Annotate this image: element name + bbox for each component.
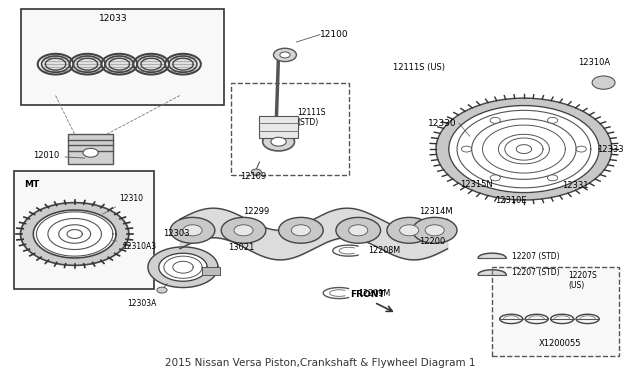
Polygon shape	[505, 138, 543, 160]
Circle shape	[271, 137, 286, 146]
Circle shape	[592, 76, 615, 89]
Text: 12207 (STD): 12207 (STD)	[513, 268, 560, 277]
Circle shape	[399, 225, 419, 236]
Bar	[106, 55, 132, 73]
Polygon shape	[499, 134, 549, 164]
Bar	[20, 9, 225, 105]
Bar	[43, 55, 68, 73]
Circle shape	[547, 117, 557, 123]
Bar	[138, 55, 164, 73]
Circle shape	[349, 225, 368, 236]
Circle shape	[576, 146, 586, 152]
Circle shape	[273, 48, 296, 62]
Circle shape	[170, 217, 215, 243]
Bar	[68, 134, 113, 164]
Text: 12310A3: 12310A3	[113, 240, 157, 251]
Text: FRONT: FRONT	[351, 290, 385, 299]
Text: 12333: 12333	[597, 145, 624, 154]
Text: 12111S (US): 12111S (US)	[394, 63, 445, 72]
Circle shape	[547, 175, 557, 181]
Polygon shape	[483, 125, 565, 173]
Text: 12310E: 12310E	[495, 196, 527, 205]
Text: 12310: 12310	[102, 194, 143, 214]
Polygon shape	[164, 256, 202, 278]
Polygon shape	[472, 119, 576, 179]
Bar	[170, 55, 196, 73]
Polygon shape	[33, 210, 116, 258]
Polygon shape	[436, 98, 612, 200]
Circle shape	[490, 117, 500, 123]
Text: X1200055: X1200055	[539, 340, 581, 349]
Polygon shape	[36, 212, 113, 256]
Text: 12303A: 12303A	[127, 299, 156, 308]
Text: 12100: 12100	[320, 30, 349, 39]
Circle shape	[291, 225, 310, 236]
Circle shape	[262, 132, 294, 151]
Polygon shape	[20, 203, 129, 265]
Circle shape	[412, 217, 457, 243]
Polygon shape	[148, 247, 218, 288]
Polygon shape	[59, 225, 91, 243]
Circle shape	[251, 169, 261, 175]
Text: 12314M: 12314M	[419, 207, 452, 217]
Text: 12330: 12330	[428, 119, 457, 128]
Text: 12033: 12033	[99, 14, 127, 23]
Text: 12331: 12331	[562, 182, 589, 190]
Text: 12109: 12109	[241, 172, 267, 181]
Polygon shape	[159, 253, 207, 281]
Circle shape	[262, 129, 294, 147]
Text: 2015 Nissan Versa Piston,Crankshaft & Flywheel Diagram 1: 2015 Nissan Versa Piston,Crankshaft & Fl…	[164, 358, 476, 368]
Text: 12208M: 12208M	[368, 246, 400, 255]
Text: MT: MT	[24, 180, 39, 189]
Circle shape	[425, 225, 444, 236]
Polygon shape	[457, 110, 591, 188]
Bar	[75, 55, 100, 73]
Text: 12200: 12200	[419, 237, 445, 246]
Bar	[202, 267, 220, 275]
Polygon shape	[449, 106, 599, 193]
Circle shape	[387, 217, 431, 243]
Circle shape	[278, 217, 323, 243]
Polygon shape	[173, 261, 193, 273]
Text: 12303: 12303	[163, 229, 190, 238]
Text: 12209M: 12209M	[358, 289, 390, 298]
Bar	[492, 267, 620, 356]
Circle shape	[280, 52, 290, 58]
Text: 12010: 12010	[33, 151, 84, 160]
Text: 12315N: 12315N	[460, 180, 493, 189]
Text: 12310A: 12310A	[578, 58, 610, 67]
Circle shape	[83, 148, 99, 157]
Bar	[259, 116, 298, 138]
Circle shape	[490, 175, 500, 181]
Bar	[14, 171, 154, 289]
Polygon shape	[67, 230, 83, 238]
Bar	[231, 83, 349, 175]
Circle shape	[461, 146, 472, 152]
Circle shape	[234, 225, 253, 236]
Text: 12207 (STD): 12207 (STD)	[513, 251, 560, 261]
Text: 12207S
(US): 12207S (US)	[568, 271, 597, 290]
Circle shape	[221, 217, 266, 243]
Text: 12299: 12299	[243, 207, 269, 217]
Circle shape	[336, 217, 381, 243]
Circle shape	[157, 287, 167, 293]
Text: 12111S
(STD): 12111S (STD)	[298, 108, 326, 127]
Text: 13021: 13021	[228, 243, 254, 252]
Circle shape	[183, 225, 202, 236]
Polygon shape	[48, 218, 101, 250]
Polygon shape	[516, 145, 532, 154]
